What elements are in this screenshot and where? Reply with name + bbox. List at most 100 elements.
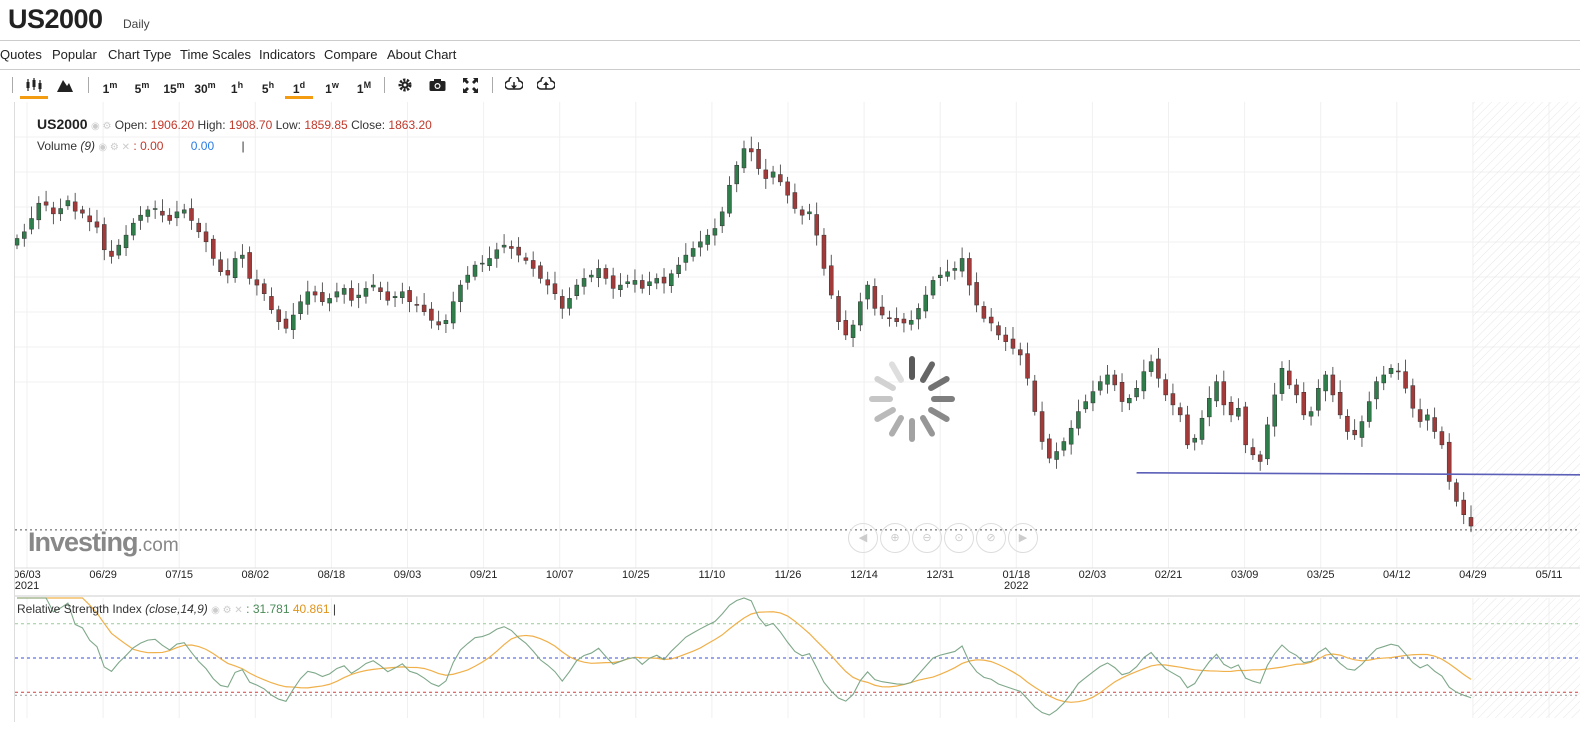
overlays [15,472,1580,531]
eye-icon[interactable]: ◉ ⚙ [90,121,112,132]
eye-icon[interactable]: ◉ ⚙ ✕ [98,142,131,153]
upload-button[interactable] [534,74,558,96]
candle-body [1018,349,1023,356]
interval-1d[interactable]: 1d [285,74,313,99]
download-icon [504,75,524,90]
candle-body [1214,381,1219,402]
menu-quotes[interactable]: Quotes [0,47,42,62]
download-button[interactable] [502,74,526,96]
candle-body [1265,424,1270,460]
candle-body [749,148,754,153]
candle-body [1381,374,1387,384]
menu-compare[interactable]: Compare [324,47,378,62]
candle-body [283,318,289,329]
candle-body [1119,382,1125,402]
candle-body [639,280,645,289]
interval-1h[interactable]: 1h [230,80,244,96]
candle-body [1359,421,1365,438]
candle-body [465,274,470,283]
candle-body [72,201,78,212]
candle-body [1207,397,1212,418]
candle-body [58,208,63,215]
investing-logo: Investing.com [28,527,179,557]
candle-body [429,308,434,321]
low-value: 1859.85 [304,118,348,132]
interval-5h[interactable]: 5h [261,80,275,96]
low-label: Low: [275,118,301,132]
menu-bar: Quotes Popular Chart Type Time Scales In… [0,40,1580,70]
interval-30m[interactable]: 30m [194,80,216,96]
candle-body [1061,441,1067,451]
mountain-chart-button[interactable] [54,74,76,96]
candle-body [879,306,885,316]
candle-body [1257,454,1263,462]
interval-15m[interactable]: 15m [163,80,185,96]
menu-about-chart[interactable]: About Chart [387,47,457,62]
candle-body [1185,414,1190,446]
candle-body [1316,388,1321,411]
menu-indicators[interactable]: Indicators [259,47,316,62]
candle-body [858,301,863,326]
menu-chart-type[interactable]: Chart Type [108,47,172,62]
candle-body [1417,409,1423,422]
x-tick-label: 04/29 [1459,569,1487,581]
interval-5m[interactable]: 5m [134,80,150,96]
eye-icon[interactable]: ◉ ⚙ ✕ [211,605,243,616]
scroll-right-button[interactable]: ▶ [1008,523,1038,553]
candle-body [80,209,85,214]
candle-body [756,149,761,169]
interval-1M[interactable]: 1M [356,80,372,96]
camera-icon [429,79,445,91]
candle-body [15,238,20,246]
settings-button[interactable] [394,74,416,96]
future-area [1473,102,1580,568]
candle-body [152,208,158,210]
x-tick-label: 03/25 [1307,569,1335,581]
scroll-left-button[interactable]: ◀ [848,523,878,553]
zoom-reset-button[interactable]: ⊙ [944,523,974,553]
candle-body [356,294,361,298]
menu-time-scales[interactable]: Time Scales [180,47,252,62]
spinner-segment [928,376,950,391]
candle-body [29,218,34,230]
candle-body [1170,393,1176,406]
volume-avg: 0.00 [190,139,215,153]
candle-body [741,148,747,169]
zoom-out-button[interactable]: ⊖ [912,523,942,553]
candle-body [363,288,369,297]
support-trendline[interactable] [1136,472,1580,476]
candle-body [1374,381,1379,400]
spinner-segment [928,407,950,422]
x-tick-label: 10/25 [622,569,650,581]
interval-1w[interactable]: 1w [325,80,339,96]
candle-body [174,211,180,219]
x-tick-label: 12/31 [926,569,954,581]
candle-body [770,171,776,178]
interval-1m[interactable]: 1m [102,80,118,96]
volume-legend: Volume (9) ◉ ⚙ ✕ : 0.00 0.00 | [37,139,245,153]
candle-body [138,214,143,221]
candle-body [938,274,943,278]
candle-body [458,284,463,302]
chart-area[interactable]: 06/03 2021 06/29 07/15 08/02 08/18 09/03 09/21 1… [14,102,1580,722]
candle-body [538,265,543,279]
candlestick-chart-button[interactable] [20,74,48,99]
zoom-fit-button[interactable]: ⊘ [976,523,1006,553]
fullscreen-button[interactable] [459,74,481,96]
screenshot-button[interactable] [426,74,448,96]
zoom-in-button[interactable]: ⊕ [880,523,910,553]
volume-label: Volume [37,139,78,153]
candle-body [516,246,521,256]
candle-body [36,202,42,221]
candle-body [988,316,994,324]
candle-body [1148,361,1154,372]
open-label: Open: [114,118,148,132]
x-tick-label: 08/18 [318,569,346,581]
candle-body [1323,374,1328,392]
symbol-title: US2000 [8,4,103,34]
candle-body [378,287,383,292]
menu-popular[interactable]: Popular [52,47,97,62]
candle-body [1221,381,1227,406]
